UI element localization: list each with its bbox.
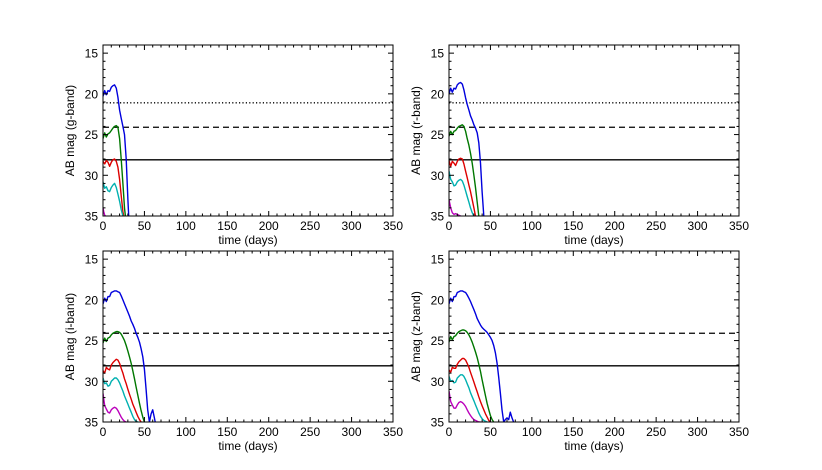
series-line-2	[103, 124, 127, 216]
y-tick-label: 25	[85, 128, 99, 142]
x-tick-label: 200	[605, 425, 625, 439]
y-tick-label: 35	[85, 416, 99, 430]
x-tick-label: 100	[176, 425, 196, 439]
y-tick-label: 30	[431, 169, 445, 183]
y-axis-label: AB mag (z-band)	[409, 291, 423, 382]
chart-panel-3: 0 50 100 150 200 250 300 350 15 20 25 30 35 time (day…	[63, 250, 403, 453]
chart-panel-1: 0 50 100 150 200 250 300 350 15 20 25 30 35 time (day…	[63, 44, 403, 247]
x-tick-label: 350	[729, 425, 749, 439]
y-axis-label: AB mag (g-band)	[63, 85, 77, 176]
y-tick-label: 25	[85, 334, 99, 348]
plot-area	[449, 81, 739, 216]
x-tick-label: 0	[446, 425, 453, 439]
y-axis-label: AB mag (r-band)	[409, 86, 423, 175]
series-line-5	[449, 199, 461, 216]
x-tick-label: 200	[259, 425, 279, 439]
x-tick-label: 200	[259, 219, 279, 233]
series-line-1	[449, 290, 515, 422]
x-tick-label: 50	[484, 425, 498, 439]
x-tick-label: 0	[100, 425, 107, 439]
x-tick-label: 350	[729, 219, 749, 233]
x-tick-label: 100	[522, 219, 542, 233]
y-tick-label: 25	[431, 128, 445, 142]
x-tick-label: 300	[342, 219, 362, 233]
series-line-5	[449, 390, 481, 422]
series-line-3	[449, 157, 477, 216]
x-tick-label: 250	[646, 425, 666, 439]
x-tick-label: 250	[300, 219, 320, 233]
x-tick-label: 200	[605, 219, 625, 233]
y-tick-label: 15	[431, 253, 445, 267]
x-tick-label: 150	[563, 219, 583, 233]
series-line-2	[103, 330, 146, 422]
y-tick-label: 15	[431, 47, 445, 61]
series-line-1	[449, 81, 485, 216]
y-tick-label: 35	[431, 210, 445, 224]
y-tick-label: 20	[85, 87, 99, 101]
x-tick-label: 350	[383, 425, 403, 439]
x-tick-label: 50	[138, 425, 152, 439]
series-line-1	[103, 84, 130, 216]
y-tick-label: 35	[431, 416, 445, 430]
x-axis-label: time (days)	[564, 233, 623, 247]
y-tick-label: 35	[85, 210, 99, 224]
x-tick-label: 150	[217, 425, 237, 439]
y-tick-label: 20	[431, 293, 445, 307]
y-tick-label: 20	[85, 293, 99, 307]
series-line-4	[103, 181, 124, 216]
y-tick-label: 15	[85, 47, 99, 61]
series-line-4	[449, 374, 488, 422]
y-tick-label: 30	[431, 375, 445, 389]
x-tick-label: 250	[300, 425, 320, 439]
plot-area	[449, 290, 739, 422]
x-tick-label: 300	[342, 425, 362, 439]
y-tick-label: 15	[85, 253, 99, 267]
chart-panel-2: 0 50 100 150 200 250 300 350 15 20 25 30 35 time (day…	[409, 44, 749, 247]
x-tick-label: 100	[522, 425, 542, 439]
plot-frame	[448, 44, 740, 217]
x-tick-label: 300	[688, 219, 708, 233]
plot-frame	[448, 250, 740, 423]
series-line-2	[449, 124, 480, 216]
x-tick-label: 100	[176, 219, 196, 233]
x-axis-label: time (days)	[564, 439, 623, 453]
series-line-3	[449, 357, 491, 422]
x-tick-label: 50	[138, 219, 152, 233]
plot-area	[103, 290, 393, 422]
x-tick-label: 250	[646, 219, 666, 233]
x-axis-label: time (days)	[218, 439, 277, 453]
series-line-4	[449, 171, 475, 216]
x-tick-label: 350	[383, 219, 403, 233]
chart-panel-4: 0 50 100 150 200 250 300 350 15 20 25 30 35 time (day…	[409, 250, 749, 453]
series-line-3	[103, 358, 142, 422]
plot-frame	[102, 44, 394, 217]
series-line-1	[103, 290, 156, 422]
x-tick-label: 0	[446, 219, 453, 233]
y-tick-label: 25	[431, 334, 445, 348]
y-tick-label: 20	[431, 87, 445, 101]
x-tick-label: 50	[484, 219, 498, 233]
y-axis-label: AB mag (i-band)	[63, 293, 77, 380]
plot-frame	[102, 250, 394, 423]
x-tick-label: 150	[563, 425, 583, 439]
plot-area	[103, 84, 393, 216]
y-tick-label: 30	[85, 169, 99, 183]
y-tick-label: 30	[85, 375, 99, 389]
series-line-4	[103, 377, 139, 422]
series-line-5	[103, 393, 127, 422]
x-axis-label: time (days)	[218, 233, 277, 247]
series-line-3	[103, 158, 125, 216]
x-tick-label: 300	[688, 425, 708, 439]
series-line-2	[449, 329, 495, 422]
x-tick-label: 0	[100, 219, 107, 233]
x-tick-label: 150	[217, 219, 237, 233]
